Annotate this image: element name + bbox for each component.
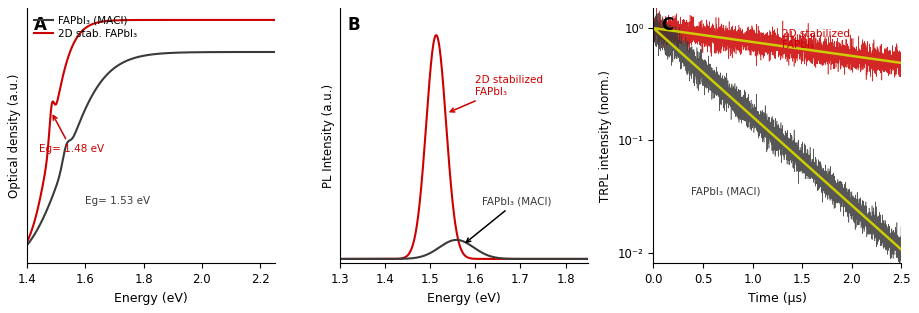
Text: 2D stabilized
FAPbI₃: 2D stabilized FAPbI₃ — [782, 29, 850, 50]
Text: FAPbI₃ (MACl): FAPbI₃ (MACl) — [466, 196, 551, 242]
X-axis label: Energy (eV): Energy (eV) — [427, 292, 501, 305]
Text: 2D stabilized
FAPbI₃: 2D stabilized FAPbI₃ — [450, 75, 543, 112]
Text: Eɡ= 1.48 eV: Eɡ= 1.48 eV — [39, 115, 104, 154]
Text: A: A — [34, 16, 47, 34]
X-axis label: Energy (eV): Energy (eV) — [114, 292, 187, 305]
Text: FAPbI₃ (MACl): FAPbI₃ (MACl) — [691, 187, 760, 197]
Y-axis label: PL Intensity (a.u.): PL Intensity (a.u.) — [322, 84, 335, 188]
Y-axis label: TRPL intensity (norm.): TRPL intensity (norm.) — [599, 70, 612, 202]
Text: B: B — [347, 16, 360, 34]
Text: C: C — [661, 16, 673, 34]
Legend: FAPbI₃ (MACl), 2D stab. FAPbI₃: FAPbI₃ (MACl), 2D stab. FAPbI₃ — [32, 13, 140, 41]
Y-axis label: Optical density (a.u.): Optical density (a.u.) — [8, 74, 21, 198]
X-axis label: Time (μs): Time (μs) — [748, 292, 807, 305]
Text: Eɡ= 1.53 eV: Eɡ= 1.53 eV — [85, 196, 151, 206]
